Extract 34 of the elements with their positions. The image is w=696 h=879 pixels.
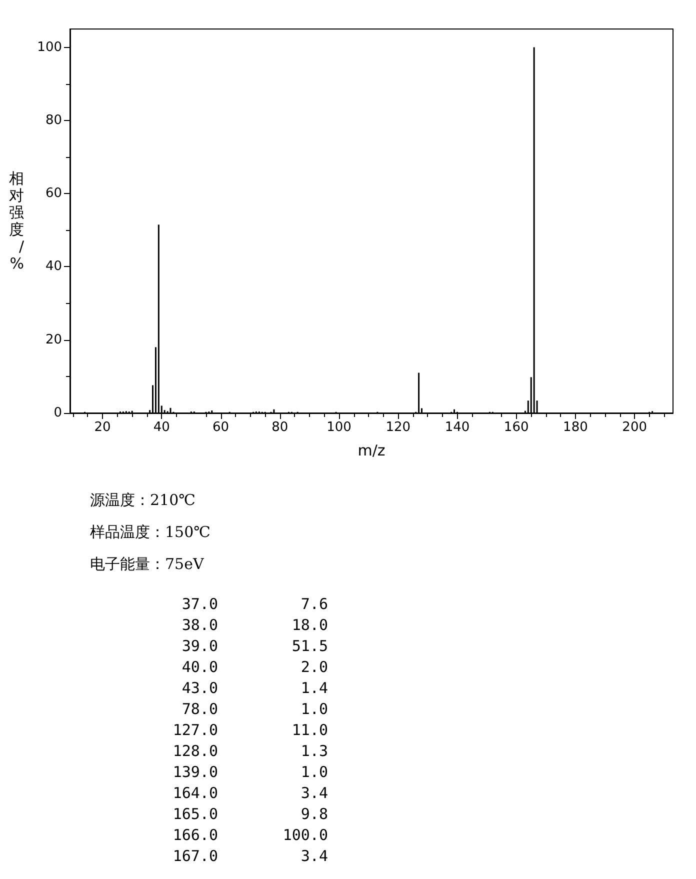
text: 166.0 100.0: [172, 826, 328, 844]
text: 40.0 2.0: [182, 658, 328, 676]
x-tick-label: 140: [444, 420, 470, 435]
x-tick-label: 80: [272, 420, 288, 435]
text: 164.0 3.4: [172, 784, 328, 802]
y-tick-label: 40: [45, 259, 62, 274]
x-tick-label: 120: [386, 420, 411, 435]
x-tick-label: 60: [212, 420, 230, 435]
text: 43.0 1.4: [182, 679, 328, 697]
x-tick-label: 20: [94, 420, 111, 435]
x-axis-title: m/z: [358, 442, 386, 460]
x-tick-label: 180: [563, 420, 588, 435]
y-axis-title: 相对强度/%: [9, 170, 25, 272]
x-tick-label: 100: [326, 420, 352, 435]
text: 165.0 9.8: [172, 805, 328, 823]
text: 139.0 1.0: [172, 763, 328, 781]
y-tick-label: 0: [54, 406, 62, 420]
y-tick-label: 80: [45, 112, 62, 128]
text: 39.0 51.5: [182, 637, 328, 655]
x-tick-label: 40: [153, 420, 170, 435]
text: 样品温度：150℃: [90, 522, 210, 543]
text: 78.0 1.0: [182, 700, 328, 718]
x-tick-label: 160: [504, 420, 529, 435]
y-tick-label: 60: [45, 186, 62, 202]
text: 源温度：210℃: [90, 490, 196, 511]
text: 128.0 1.3: [172, 742, 328, 760]
text: 127.0 11.0: [172, 721, 328, 739]
text: 38.0 18.0: [182, 616, 328, 634]
text: 37.0 7.6: [182, 595, 328, 613]
y-tick-label: 20: [45, 332, 62, 348]
text: 167.0 3.4: [172, 847, 328, 865]
text: 电子能量：75eV: [90, 554, 205, 575]
y-tick-label: 100: [37, 40, 62, 55]
x-tick-label: 200: [622, 420, 647, 435]
